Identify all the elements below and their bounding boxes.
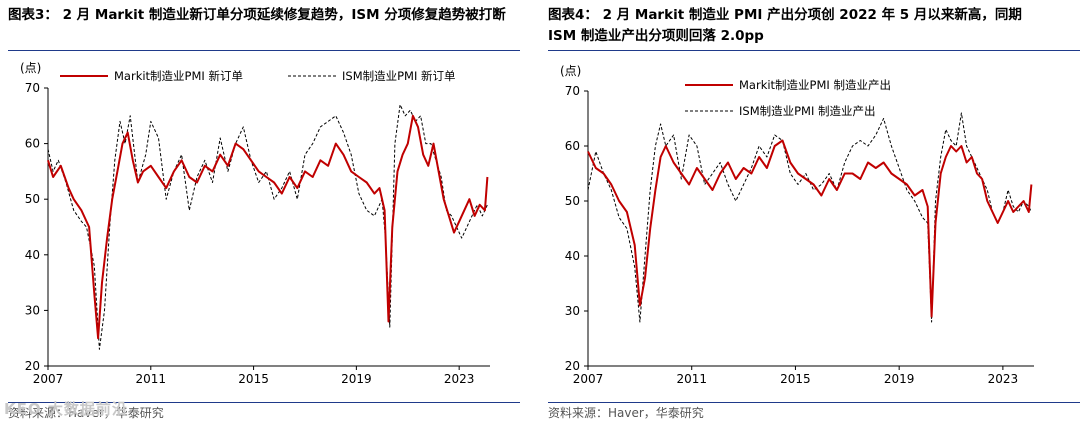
y-tick-label: 40 <box>25 248 40 262</box>
y-axis-label: (点) <box>20 61 41 75</box>
legend-label: ISM制造业PMI 制造业产出 <box>739 104 876 118</box>
x-tick-label: 2007 <box>33 372 64 386</box>
y-axis-label: (点) <box>560 64 581 78</box>
x-tick-label: 2015 <box>780 372 811 386</box>
legend-label: Markit制造业PMI 制造业产出 <box>739 78 891 92</box>
y-tick-label: 50 <box>565 194 580 208</box>
source-rule <box>8 402 520 403</box>
series-line-ism <box>47 104 488 350</box>
title-rule <box>548 50 1080 51</box>
x-tick-label: 2015 <box>238 372 269 386</box>
x-tick-label: 2011 <box>676 372 707 386</box>
chart-title: 图表4： 2 月 Markit 制造业 PMI 产出分项创 2022 年 5 月… <box>548 7 1022 44</box>
chart-title: 图表3： 2 月 Markit 制造业新订单分项延续修复趋势，ISM 分项修复趋… <box>8 7 506 23</box>
y-tick-label: 70 <box>565 84 580 98</box>
legend-label: Markit制造业PMI 新订单 <box>114 69 243 83</box>
y-tick-label: 70 <box>25 81 40 95</box>
chart-panel-output: 图表4： 2 月 Markit 制造业 PMI 产出分项创 2022 年 5 月… <box>548 0 1080 427</box>
y-tick-label: 50 <box>25 192 40 206</box>
series-line-markit <box>47 114 489 340</box>
chart-svg-new-orders: (点) 20 30 40 50 60 70 2007 2011 2015 2019 2023 Marki… <box>20 61 490 386</box>
source-note: 资料来源：Haver，华泰研究 <box>548 406 704 420</box>
y-tick-label: 40 <box>565 249 580 263</box>
x-tick-label: 2019 <box>884 372 915 386</box>
y-tick-label: 20 <box>25 359 40 373</box>
legend-label: ISM制造业PMI 新订单 <box>342 69 456 83</box>
y-tick-label: 60 <box>25 137 40 151</box>
chart-panel-new-orders: 图表3： 2 月 Markit 制造业新订单分项延续修复趋势，ISM 分项修复趋… <box>0 0 520 427</box>
y-tick-label: 20 <box>565 359 580 373</box>
x-tick-label: 2007 <box>573 372 604 386</box>
watermark-logo: KEO 大数据前沿 <box>4 400 128 418</box>
series-line-markit <box>587 139 1033 318</box>
source-note: 资料来源：Haver，华泰研究 <box>8 406 164 420</box>
y-tick-label: 60 <box>565 139 580 153</box>
x-tick-label: 2023 <box>444 372 475 386</box>
x-tick-label: 2011 <box>136 372 167 386</box>
chart-svg-output: (点) 20 30 40 50 60 70 2007 2011 2015 2019 2023 Marki… <box>560 64 1034 386</box>
x-tick-label: 2019 <box>341 372 372 386</box>
y-tick-label: 30 <box>25 303 40 317</box>
series-line-ism <box>587 112 1032 323</box>
y-tick-label: 30 <box>565 304 580 318</box>
x-tick-label: 2023 <box>988 372 1019 386</box>
source-rule <box>548 402 1080 403</box>
title-rule <box>8 50 520 51</box>
